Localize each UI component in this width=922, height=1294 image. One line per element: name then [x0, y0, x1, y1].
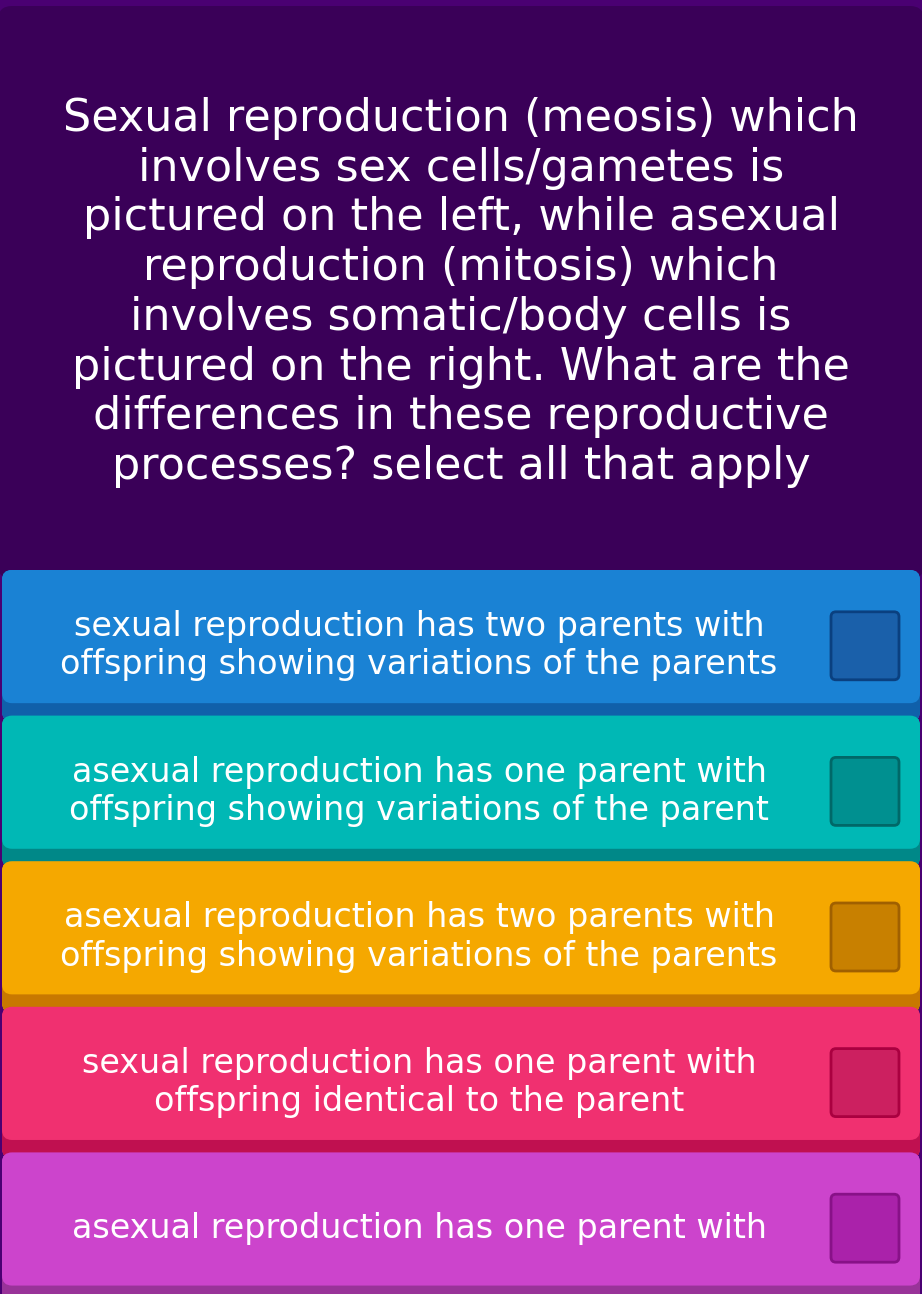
- Text: sexual reproduction has one parent with
offspring identical to the parent: sexual reproduction has one parent with …: [82, 1047, 756, 1118]
- FancyBboxPatch shape: [2, 1101, 920, 1158]
- FancyBboxPatch shape: [2, 569, 920, 722]
- FancyBboxPatch shape: [831, 1194, 899, 1262]
- Text: Sexual reproduction (meosis) which
involves sex cells/gametes is
pictured on the: Sexual reproduction (meosis) which invol…: [63, 97, 859, 488]
- Text: sexual reproduction has two parents with
offspring showing variations of the par: sexual reproduction has two parents with…: [60, 611, 777, 682]
- FancyBboxPatch shape: [831, 757, 899, 826]
- FancyBboxPatch shape: [2, 1007, 920, 1158]
- FancyBboxPatch shape: [2, 716, 920, 849]
- FancyBboxPatch shape: [2, 569, 920, 703]
- FancyBboxPatch shape: [2, 862, 920, 1013]
- FancyBboxPatch shape: [2, 665, 920, 722]
- Text: asexual reproduction has one parent with
offspring showing variations of the par: asexual reproduction has one parent with…: [69, 756, 769, 827]
- FancyBboxPatch shape: [2, 1153, 920, 1285]
- Text: asexual reproduction has two parents with
offspring showing variations of the pa: asexual reproduction has two parents wit…: [60, 902, 777, 973]
- Text: asexual reproduction has one parent with: asexual reproduction has one parent with: [72, 1211, 766, 1245]
- FancyBboxPatch shape: [2, 1153, 920, 1294]
- FancyBboxPatch shape: [831, 612, 899, 679]
- FancyBboxPatch shape: [2, 810, 920, 867]
- FancyBboxPatch shape: [0, 6, 922, 578]
- FancyBboxPatch shape: [831, 1048, 899, 1117]
- FancyBboxPatch shape: [2, 956, 920, 1013]
- FancyBboxPatch shape: [2, 862, 920, 994]
- FancyBboxPatch shape: [2, 716, 920, 867]
- FancyBboxPatch shape: [2, 1007, 920, 1140]
- FancyBboxPatch shape: [831, 903, 899, 970]
- FancyBboxPatch shape: [2, 1247, 920, 1294]
